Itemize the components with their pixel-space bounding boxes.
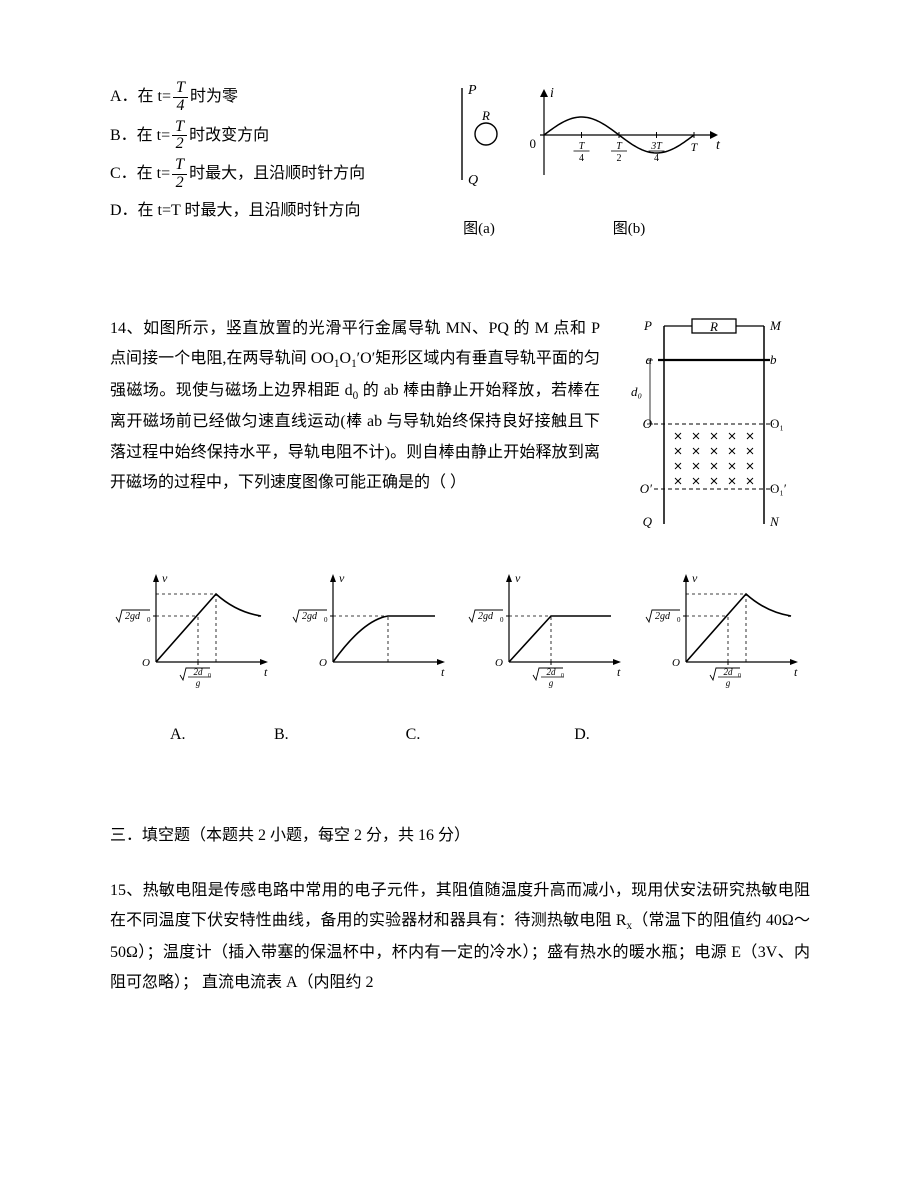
svg-text:2d: 2d bbox=[547, 667, 557, 677]
vt-graph-c: v t O 2gd 0 2d 0 g bbox=[463, 570, 633, 690]
q13-figure: PQRit0T4T23T4T 图(a) 图(b) bbox=[434, 80, 734, 244]
svg-text:v: v bbox=[339, 571, 345, 585]
opt-a-pre: A．在 t= bbox=[110, 82, 171, 112]
svg-text:2gd: 2gd bbox=[302, 611, 318, 622]
svg-text:Q: Q bbox=[468, 173, 478, 188]
svg-text:0: 0 bbox=[677, 616, 681, 624]
opt-c-pre: C．在 t= bbox=[110, 159, 170, 189]
svg-text:N: N bbox=[769, 514, 780, 529]
svg-text:0: 0 bbox=[738, 673, 741, 679]
q13-cap-b: 图(b) bbox=[524, 215, 734, 244]
svg-text:M: M bbox=[769, 318, 782, 333]
svg-text:b: b bbox=[770, 352, 777, 367]
q13-option-d: D．在 t=T 时最大，且沿顺时针方向 bbox=[110, 196, 400, 226]
q14-stem: 14、如图所示，竖直放置的光滑平行金属导轨 MN、PQ 的 M 点和 P 点间接… bbox=[110, 314, 600, 499]
svg-text:3T: 3T bbox=[650, 141, 663, 152]
opt-c-post: 时最大，且沿顺时针方向 bbox=[189, 159, 365, 189]
svg-text:2gd: 2gd bbox=[655, 611, 671, 622]
q13-options: A．在 t= T 4 时为零 B．在 t= T 2 时改变方向 C．在 t= T… bbox=[110, 80, 400, 230]
section-3: 三．填空题（本题共 2 小题，每空 2 分，共 16 分） 15、热敏电阻是传感… bbox=[110, 821, 810, 999]
svg-text:T: T bbox=[579, 141, 586, 152]
frac-T2b: T 2 bbox=[172, 157, 187, 192]
svg-text:t: t bbox=[617, 665, 621, 679]
opt-b-pre: B．在 t= bbox=[110, 121, 170, 151]
svg-text:t: t bbox=[716, 138, 721, 153]
vt-graph-d: v t O 2gd 0 2d 0 g bbox=[640, 570, 810, 690]
section-3-title: 三．填空题（本题共 2 小题，每空 2 分，共 16 分） bbox=[110, 821, 810, 851]
svg-text:0: 0 bbox=[324, 616, 328, 624]
svg-text:v: v bbox=[515, 571, 521, 585]
q13-option-b: B．在 t= T 2 时改变方向 bbox=[110, 119, 400, 154]
svg-text:4: 4 bbox=[654, 153, 659, 164]
svg-text:v: v bbox=[162, 571, 168, 585]
opt-a-post: 时为零 bbox=[190, 82, 238, 112]
svg-text:2d: 2d bbox=[194, 667, 204, 677]
svg-text:0: 0 bbox=[147, 616, 151, 624]
svg-text:O: O bbox=[495, 657, 503, 669]
opt-d-full: D．在 t=T 时最大，且沿顺时针方向 bbox=[110, 196, 361, 226]
svg-text:d₀: d₀ bbox=[631, 384, 642, 399]
svg-text:Q: Q bbox=[643, 514, 653, 529]
q13-option-a: A．在 t= T 4 时为零 bbox=[110, 80, 400, 115]
svg-text:2gd: 2gd bbox=[478, 611, 494, 622]
svg-text:O: O bbox=[142, 657, 150, 669]
q13-option-c: C．在 t= T 2 时最大，且沿顺时针方向 bbox=[110, 157, 400, 192]
svg-text:0: 0 bbox=[530, 136, 537, 151]
svg-text:2gd: 2gd bbox=[125, 611, 141, 622]
frac-T4: T 4 bbox=[173, 80, 188, 115]
svg-text:g: g bbox=[726, 678, 731, 688]
opt-b-post: 时改变方向 bbox=[189, 121, 269, 151]
svg-text:O₁′: O₁′ bbox=[770, 481, 787, 496]
q13-cap-a: 图(a) bbox=[434, 215, 524, 244]
svg-text:2d: 2d bbox=[723, 667, 733, 677]
question-13-block: A．在 t= T 4 时为零 B．在 t= T 2 时改变方向 C．在 t= T… bbox=[110, 80, 810, 244]
q14-t2: O bbox=[340, 350, 352, 367]
frac-T2: T 2 bbox=[172, 119, 187, 154]
svg-text:i: i bbox=[550, 86, 554, 101]
svg-text:P: P bbox=[643, 318, 652, 333]
svg-text:O: O bbox=[643, 416, 653, 431]
svg-text:T: T bbox=[616, 141, 623, 152]
q14-svg: R P M Q Na b O O₁ O′ O₁′ d₀ bbox=[622, 314, 792, 534]
question-14-block: 14、如图所示，竖直放置的光滑平行金属导轨 MN、PQ 的 M 点和 P 点间接… bbox=[110, 314, 810, 751]
svg-text:0: 0 bbox=[500, 616, 504, 624]
svg-text:2: 2 bbox=[617, 153, 622, 164]
svg-text:O: O bbox=[672, 657, 680, 669]
svg-text:R: R bbox=[709, 319, 718, 334]
svg-text:g: g bbox=[196, 678, 201, 688]
q14-vt-row: vtO2gd02d0g vtO2gd0 vtO2gd02d0g vtO2gd02… bbox=[110, 570, 810, 690]
svg-text:t: t bbox=[794, 665, 798, 679]
svg-text:P: P bbox=[467, 83, 477, 98]
svg-text:R: R bbox=[481, 108, 490, 123]
svg-text:0: 0 bbox=[208, 673, 211, 679]
vt-graph-a: v t O 2gd 0 2d 0 g bbox=[110, 570, 280, 690]
q13-svg: PQRit0T4T23T4T bbox=[434, 80, 734, 200]
svg-text:v: v bbox=[692, 571, 698, 585]
q14-figure: R P M Q Na b O O₁ O′ O₁′ d₀ bbox=[622, 314, 792, 545]
svg-text:g: g bbox=[549, 678, 554, 688]
svg-text:T: T bbox=[691, 140, 699, 154]
svg-text:4: 4 bbox=[579, 153, 584, 164]
vt-graph-b: v t O 2gd 0 bbox=[287, 570, 457, 690]
question-15-stem: 15、热敏电阻是传感电路中常用的电子元件，其阻值随温度升高而减小，现用伏安法研究… bbox=[110, 876, 810, 999]
q14-option-labels: A. B. C. D. bbox=[110, 720, 810, 750]
svg-text:a: a bbox=[646, 352, 653, 367]
svg-text:0: 0 bbox=[561, 673, 564, 679]
svg-text:t: t bbox=[441, 665, 445, 679]
svg-text:O₁: O₁ bbox=[770, 416, 784, 431]
svg-text:t: t bbox=[264, 665, 268, 679]
svg-text:O: O bbox=[319, 657, 327, 669]
svg-text:O′: O′ bbox=[640, 481, 652, 496]
